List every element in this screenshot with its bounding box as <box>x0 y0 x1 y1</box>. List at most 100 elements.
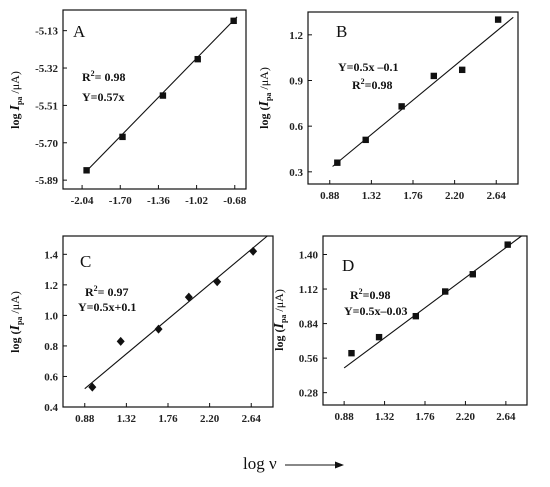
y-axis-label-log: log ( <box>272 329 286 351</box>
x-tick-label: 1.32 <box>375 411 395 423</box>
y-tick-label: 0.28 <box>299 388 319 400</box>
y-tick-label: 0.84 <box>299 319 319 331</box>
x-tick-label: 1.76 <box>415 411 435 423</box>
data-point <box>194 55 201 63</box>
x-tick-label: 0.88 <box>75 413 95 425</box>
x-tick-label: 2.20 <box>456 411 476 423</box>
data-point <box>154 324 163 334</box>
plot-frame <box>62 9 247 190</box>
x-tick-label: -1.02 <box>185 195 208 207</box>
data-point <box>469 271 476 278</box>
data-point <box>442 288 449 295</box>
x-tick-label: 1.32 <box>117 413 137 425</box>
r-squared-value: = 0.97 <box>98 285 129 299</box>
data-point <box>88 382 97 392</box>
data-point <box>348 349 355 357</box>
data-point <box>398 103 405 110</box>
x-axis-caption-group: log ν <box>243 454 344 473</box>
caption-arrow-head <box>335 461 344 469</box>
fit-equation: Y=0.5x –0.1 <box>338 60 399 74</box>
data-point <box>230 17 237 25</box>
y-axis-label: log Ipa /μA) <box>8 71 24 129</box>
data-point <box>184 292 193 302</box>
data-point <box>116 336 125 346</box>
data-point <box>249 246 258 256</box>
r-squared-value: = 0.98 <box>95 70 126 84</box>
y-axis-label-log: log ( <box>257 107 271 129</box>
r-squared: R2= 0.98 <box>82 69 126 84</box>
y-tick-label: 1.40 <box>299 250 319 262</box>
data-point <box>362 136 369 144</box>
panel-label: B <box>336 22 347 41</box>
fit-line <box>343 235 522 369</box>
r-squared: R2=0.98 <box>352 77 393 92</box>
x-tick-label: -1.36 <box>147 195 170 207</box>
data-point <box>213 277 222 287</box>
fit-equation: Y=0.5x–0.03 <box>344 304 408 318</box>
r-squared-sup: 2 <box>359 287 363 296</box>
x-tick-label: 1.76 <box>158 413 178 425</box>
x-tick-label: 0.88 <box>335 411 355 423</box>
y-tick-label: 0.3 <box>289 167 303 179</box>
plot-frame <box>62 235 274 408</box>
x-tick-label: 2.64 <box>496 411 516 423</box>
y-tick-label: 0.56 <box>299 353 319 365</box>
data-point <box>119 133 126 141</box>
x-tick-label: -0.68 <box>223 195 246 207</box>
x-tick-label: -2.04 <box>71 195 94 207</box>
y-axis-label: log (Ipa /μA) <box>272 289 288 351</box>
y-tick-label: 0.9 <box>289 75 303 87</box>
y-tick-label: -5.13 <box>35 26 58 38</box>
panel-label: A <box>73 22 86 41</box>
y-tick-label: 0.6 <box>289 121 303 133</box>
y-tick-label: -5.32 <box>35 63 58 75</box>
fit-equation: Y=0.5x+0.1 <box>78 300 136 314</box>
y-tick-label: 1.12 <box>299 284 319 296</box>
y-tick-label: 1.2 <box>289 30 303 42</box>
chart-D: 0.88 1.32 1.76 2.20 2.64 0.28 0.56 0.84 1.12 1.40… <box>272 235 528 423</box>
y-tick-label: 0.4 <box>44 402 58 414</box>
chart-C: 0.88 1.32 1.76 2.20 2.64 0.4 0.6 0.8 1.0 1.2 1.4 lo… <box>8 235 274 425</box>
y-axis-label-unit: /μA) <box>8 291 22 316</box>
data-point <box>412 312 420 320</box>
r-squared-sup: 2 <box>94 284 98 293</box>
y-axis-label-sub: pa <box>15 317 24 325</box>
r-squared-value: =0.98 <box>365 78 393 92</box>
data-point <box>375 333 383 341</box>
x-tick-label: 2.64 <box>487 190 507 202</box>
y-tick-label: -5.51 <box>35 100 58 112</box>
data-point <box>494 16 502 23</box>
x-tick-label: 0.88 <box>320 190 340 202</box>
r-squared-value: =0.98 <box>363 288 391 302</box>
y-axis-label-unit: /μA) <box>257 67 271 92</box>
y-axis-label-log: log <box>8 111 22 129</box>
y-axis-label: log (Ipa /μA) <box>257 67 273 129</box>
data-point <box>504 241 511 248</box>
data-point <box>458 66 466 74</box>
chart-A: -2.04 -1.70 -1.36 -1.02 -0.68 -5.89 -5.70 -5.51… <box>8 9 247 207</box>
y-tick-label: 1.2 <box>44 280 58 292</box>
r-squared-base: R <box>350 288 359 302</box>
chart-B: 0.88 1.32 1.76 2.20 2.64 0.3 0.6 0.9 1.2 log (Ipa… <box>257 11 519 202</box>
r-squared-base: R <box>352 78 361 92</box>
y-axis-label-i: I <box>8 105 23 112</box>
r-squared-sup: 2 <box>91 69 95 78</box>
data-point <box>83 167 90 174</box>
x-tick-label: 2.20 <box>445 190 465 202</box>
y-axis-label: log (Ipa /μA) <box>8 291 24 353</box>
data-point <box>334 159 341 166</box>
y-axis-label-sub: pa <box>279 315 288 323</box>
y-axis-label-log: log ( <box>8 331 22 353</box>
r-squared-base: R <box>82 70 91 84</box>
y-tick-label: 0.6 <box>44 371 58 383</box>
fit-equation: Y=0.57x <box>82 90 125 104</box>
y-axis-label-i: I <box>257 101 272 108</box>
y-axis-label-i: I <box>8 325 23 332</box>
y-tick-label: 0.8 <box>44 341 58 353</box>
r-squared: R2= 0.97 <box>85 284 129 299</box>
y-tick-label: 1.0 <box>44 310 58 322</box>
panel-label: D <box>342 256 354 275</box>
x-tick-label: 2.64 <box>242 413 262 425</box>
r-squared: R2=0.98 <box>350 287 391 302</box>
